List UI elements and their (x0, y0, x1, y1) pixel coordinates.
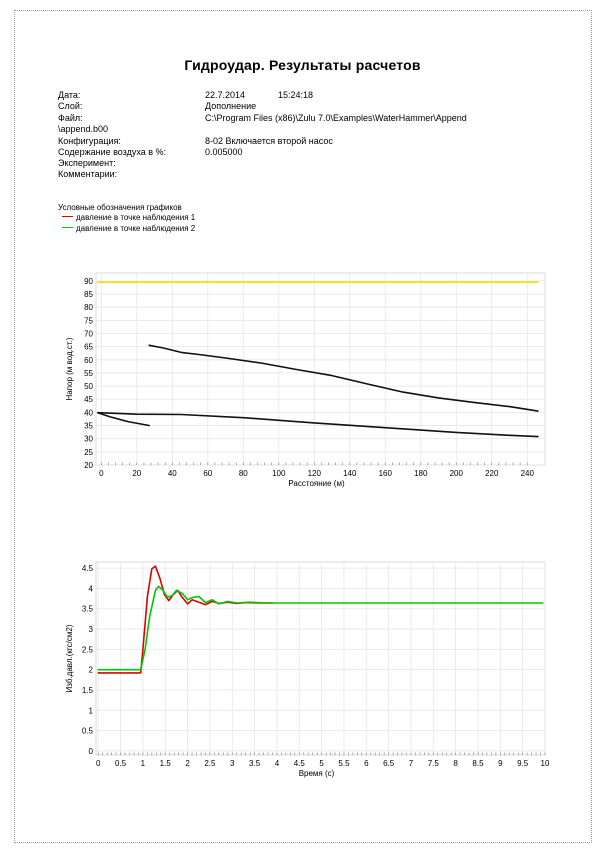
legend-swatch-green (62, 227, 73, 229)
date-value: 22.7.2014 (205, 90, 246, 100)
file-label: Файл: (58, 113, 83, 123)
x-tick-label: 5 (319, 759, 324, 768)
x-tick-label: 8.5 (472, 759, 484, 768)
series-line-4 (97, 411, 150, 427)
config-label: Конфигурация: (58, 136, 121, 146)
x-tick-label: 3 (230, 759, 235, 768)
y-tick-label: 80 (84, 303, 93, 312)
report-title: Гидроудар. Результаты расчетов (184, 57, 421, 73)
y-tick-label: 45 (84, 395, 93, 404)
x-tick-label: 160 (379, 469, 393, 478)
legend-item-1-label: давление в точке наблюдения 1 (76, 213, 196, 222)
chart-1: 0 20 40 60 80 100 120 140 160 180 200 220 240 20 25 30 3… (65, 272, 546, 488)
y-tick-label: 0 (89, 747, 94, 756)
x-tick-label: 9 (498, 759, 503, 768)
y-tick-label: 3.5 (82, 605, 94, 614)
y-tick-label: 1 (89, 706, 94, 715)
x-axis-label: Время (с) (299, 769, 335, 778)
legend-item-2: давление в точке наблюдения 2 (62, 224, 195, 233)
file-value: C:\Program Files (x86)\Zulu 7.0\Examples… (205, 113, 467, 123)
series-line-2 (97, 585, 544, 671)
legend-swatch-red (62, 216, 73, 218)
x-tick-label: 80 (239, 469, 248, 478)
x-tick-label: 120 (308, 469, 322, 478)
x-tick-label: 240 (521, 469, 535, 478)
y-tick-label: 85 (84, 290, 93, 299)
x-tick-label: 180 (414, 469, 428, 478)
config-value: 8-02 Включается второй насос (205, 136, 333, 146)
y-tick-label: 75 (84, 316, 93, 325)
y-tick-label: 2 (89, 666, 94, 675)
layer-label: Слой: (58, 101, 83, 111)
plot-area (95, 561, 546, 756)
series-line-3 (97, 411, 539, 438)
y-tick-label: 4 (89, 584, 94, 593)
x-tick-label: 220 (485, 469, 499, 478)
air-label: Содержание воздуха в %: (58, 147, 167, 157)
y-tick-label: 20 (84, 461, 93, 470)
x-tick-label: 0 (96, 759, 101, 768)
y-tick-label: 4.5 (82, 564, 94, 573)
x-tick-label: 2 (185, 759, 190, 768)
x-tick-label: 20 (132, 469, 141, 478)
x-tick-label: 5.5 (338, 759, 350, 768)
y-tick-label: 55 (84, 369, 93, 378)
comments-label: Комментарии: (58, 169, 118, 179)
page-border (14, 10, 592, 843)
x-tick-label: 7.5 (428, 759, 440, 768)
series-line-2 (148, 344, 539, 412)
x-tick-label: 2.5 (204, 759, 216, 768)
legend-item-1: давление в точке наблюдения 1 (62, 213, 195, 222)
y-tick-label: 3 (89, 625, 94, 634)
date-label: Дата: (58, 90, 81, 100)
chart-2: 0 0.5 1 1.5 2 2.5 3 3.5 4 4.5 5 5.5 6 6.5 7 7.5 8 8.5 9 9.5… (65, 561, 550, 778)
y-tick-label: 40 (84, 408, 93, 417)
x-tick-label: 4.5 (294, 759, 306, 768)
y-axis-label: Изб.давл.(кгс/см2) (65, 624, 74, 692)
legend-item-2-label: давление в точке наблюдения 2 (76, 224, 196, 233)
y-tick-label: 90 (84, 277, 93, 286)
x-tick-label: 7 (409, 759, 414, 768)
x-tick-label: 4 (275, 759, 280, 768)
y-tick-label: 70 (84, 329, 93, 338)
x-tick-label: 10 (541, 759, 550, 768)
x-tick-label: 40 (168, 469, 177, 478)
x-tick-label: 140 (343, 469, 357, 478)
layer-value: Дополнение (205, 101, 257, 111)
x-tick-label: 3.5 (249, 759, 261, 768)
x-tick-label: 0.5 (115, 759, 127, 768)
y-axis-label: Напор (м вод.ст.) (65, 337, 74, 400)
x-axis-label: Расстояние (м) (288, 479, 345, 488)
x-tick-label: 200 (450, 469, 464, 478)
experiment-label: Эксперимент: (58, 158, 116, 168)
y-tick-label: 30 (84, 435, 93, 444)
y-tick-label: 65 (84, 343, 93, 352)
y-tick-label: 2.5 (82, 645, 94, 654)
x-tick-label: 100 (272, 469, 286, 478)
y-tick-label: 35 (84, 422, 93, 431)
x-tick-label: 6.5 (383, 759, 395, 768)
x-tick-label: 8 (453, 759, 458, 768)
x-tick-label: 60 (203, 469, 212, 478)
time-value: 15:24:18 (278, 90, 314, 100)
x-tick-label: 0 (99, 469, 104, 478)
y-tick-label: 50 (84, 382, 93, 391)
y-tick-label: 1.5 (82, 686, 94, 695)
x-tick-label: 1.5 (160, 759, 172, 768)
air-value: 0.005000 (205, 147, 243, 157)
x-tick-label: 1 (141, 759, 146, 768)
y-tick-label: 0.5 (82, 727, 94, 736)
legend-title: Условные обозначения графиков (58, 203, 182, 212)
y-tick-label: 60 (84, 356, 93, 365)
x-tick-label: 9.5 (517, 759, 529, 768)
plot-area (95, 272, 546, 466)
y-tick-label: 25 (84, 448, 93, 457)
x-tick-label: 6 (364, 759, 369, 768)
file-value-continued: \append.b00 (58, 124, 109, 134)
